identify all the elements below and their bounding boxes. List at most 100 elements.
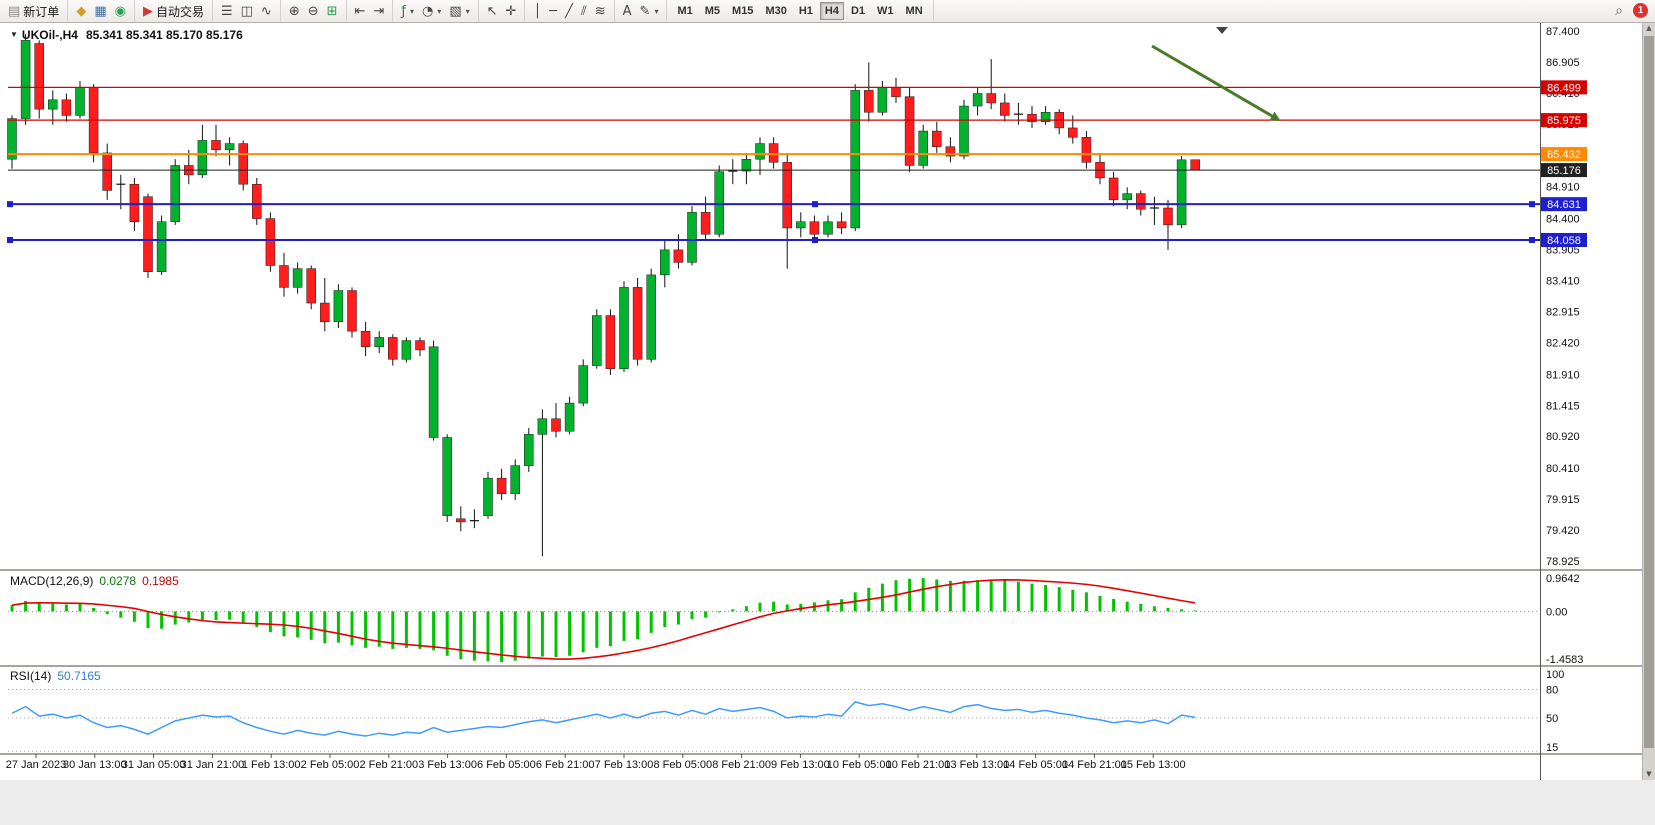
timeframe-button-h4[interactable]: H4 — [819, 2, 844, 20]
chart-shift-button[interactable]: ⇥ — [369, 2, 388, 21]
timeframe-button-m15[interactable]: M15 — [727, 2, 758, 20]
macd-axis-label: -1.4583 — [1546, 654, 1583, 666]
community-button[interactable]: ◉ — [111, 2, 130, 21]
chevron-down-icon: ▾ — [465, 6, 470, 16]
timeframe-button-d1[interactable]: D1 — [846, 2, 870, 20]
cursor-icon: ↖ — [486, 3, 498, 19]
vertical-line-button[interactable]: │ — [529, 2, 545, 21]
tile-windows-button[interactable]: ⊞ — [323, 2, 342, 21]
rsi-indicator-name: RSI(14) — [10, 669, 52, 683]
text-icon: A — [622, 3, 632, 19]
line-handle[interactable] — [812, 236, 818, 243]
price-axis[interactable]: 87.40086.90586.41085.91085.42084.91084.4… — [1541, 26, 1587, 568]
line-handle[interactable] — [7, 201, 13, 208]
time-axis-label: 2 Feb 05:00 — [301, 759, 360, 771]
chart-expander-icon[interactable]: ▼ — [10, 30, 18, 39]
search-icon[interactable]: ⌕ — [1615, 3, 1623, 19]
annotation-arrow[interactable] — [1151, 44, 1281, 122]
timeframe-button-mn[interactable]: MN — [901, 2, 928, 20]
timeframe-button-m1[interactable]: M1 — [672, 2, 697, 20]
tile-windows-icon: ⊞ — [326, 3, 338, 19]
chart-shift-marker[interactable] — [1216, 27, 1228, 34]
candlestick-chart-icon: ◫ — [240, 3, 253, 19]
line-handle[interactable] — [7, 236, 13, 243]
svg-text:84.058: 84.058 — [1547, 235, 1581, 247]
arrows-button[interactable]: ✎ ▾ — [636, 2, 663, 21]
time-axis-label: 14 Feb 05:00 — [1003, 759, 1068, 771]
price-badge-84.631: 84.631 — [1541, 197, 1587, 212]
svg-text:86.499: 86.499 — [1547, 82, 1581, 94]
scrollbar-up-icon[interactable]: ▲ — [1646, 24, 1652, 32]
zoom-in-button[interactable]: ⊕ — [285, 2, 304, 21]
text-button[interactable]: A — [619, 2, 636, 21]
rsi-axis-label: 80 — [1546, 685, 1558, 697]
cursor-button[interactable]: ↖ — [483, 2, 502, 21]
bar-chart-button[interactable]: ☰ — [217, 2, 237, 21]
price-axis-label: 84.400 — [1546, 214, 1580, 226]
indicators-button[interactable]: ƒ ▾ — [397, 2, 418, 21]
periods-button[interactable]: ◔ ▾ — [418, 2, 445, 21]
price-badge-85.176: 85.176 — [1541, 163, 1587, 178]
line-chart-icon: ∿ — [260, 3, 272, 19]
timeframe-button-m5[interactable]: M5 — [700, 2, 725, 20]
toolbar-group-trade: ▤ 新订单 — [0, 0, 69, 22]
autotrading-button[interactable]: ▶ 自动交易 — [139, 2, 208, 21]
arrow-head-icon — [1269, 111, 1281, 122]
scrollbar-down-icon[interactable]: ▼ — [1646, 770, 1652, 778]
price-badge-85.432: 85.432 — [1541, 147, 1587, 162]
time-axis-label: 27 Jan 2023 — [6, 759, 67, 771]
price-axis-label: 78.925 — [1546, 556, 1580, 568]
candlestick-chart-button[interactable]: ◫ — [237, 2, 257, 21]
timeframe-button-h1[interactable]: H1 — [794, 2, 818, 20]
new-order-button-label: 新订单 — [23, 4, 60, 19]
scrollbar-thumb[interactable] — [1644, 36, 1654, 748]
autotrading-button-label: 自动交易 — [155, 4, 204, 19]
templates-button[interactable]: ▧ ▾ — [445, 2, 473, 21]
zoom-out-icon: ⊖ — [307, 3, 319, 19]
time-axis-label: 10 Feb 21:00 — [886, 759, 951, 771]
price-axis-label: 81.910 — [1546, 369, 1580, 381]
auto-scroll-button[interactable]: ⇤ — [351, 2, 370, 21]
zoom-out-button[interactable]: ⊖ — [304, 2, 323, 21]
toolbar-group-zoom: ⊕ ⊖ ⊞ — [281, 0, 347, 22]
time-axis-label: 9 Feb 13:00 — [771, 759, 830, 771]
macd-indicator-name: MACD(12,26,9) — [10, 574, 94, 588]
line-handle[interactable] — [812, 201, 818, 208]
time-axis-label: 30 Jan 13:00 — [63, 759, 127, 771]
trendline-button[interactable]: ╱ — [561, 2, 577, 21]
periods-icon: ◔ — [421, 3, 434, 19]
rsi-panel: 100 80 50 15 — [8, 669, 1564, 754]
fibonacci-button[interactable]: ≋ — [591, 2, 610, 21]
mql5-icon-button[interactable]: ◆ — [72, 2, 90, 21]
vertical-scrollbar[interactable]: ▲ ▼ — [1642, 22, 1655, 780]
time-axis-label: 15 Feb 13:00 — [1121, 759, 1186, 771]
channel-button[interactable]: ⫽ — [577, 2, 591, 21]
price-levels — [7, 86, 1540, 243]
line-handle[interactable] — [1529, 201, 1535, 208]
new-order-button[interactable]: ▤ 新订单 — [4, 2, 63, 21]
price-axis-label: 80.920 — [1546, 431, 1580, 443]
time-axis-label: 2 Feb 21:00 — [359, 759, 418, 771]
notification-badge[interactable]: 1 — [1633, 3, 1648, 18]
toolbar-group-cursor-tools: ↖ ✛ — [479, 0, 526, 22]
horizontal-line-button[interactable]: ─ — [545, 2, 561, 21]
toolbar-group-chart-menus: ƒ ▾ ◔ ▾ ▧ ▾ — [393, 0, 479, 22]
macd-panel: 0.9642 0.00 -1.4583 — [8, 573, 1583, 666]
price-badge-86.499: 86.499 — [1541, 80, 1587, 95]
timeframe-button-m30[interactable]: M30 — [760, 2, 791, 20]
crosshair-button[interactable]: ✛ — [502, 2, 521, 21]
line-handle[interactable] — [1529, 236, 1535, 243]
timeframe-button-w1[interactable]: W1 — [872, 2, 899, 20]
time-axis-label: 8 Feb 21:00 — [712, 759, 771, 771]
price-axis-label: 81.415 — [1546, 400, 1580, 412]
toolbar-group-scroll: ⇤ ⇥ — [347, 0, 394, 22]
time-axis-label: 6 Feb 05:00 — [477, 759, 536, 771]
price-axis-label: 79.915 — [1546, 494, 1580, 506]
svg-text:85.432: 85.432 — [1547, 149, 1581, 161]
line-chart-button[interactable]: ∿ — [257, 2, 276, 21]
chart-background — [0, 22, 1643, 780]
time-axis-label: 13 Feb 13:00 — [944, 759, 1009, 771]
market-watch-button[interactable]: ▦ — [90, 2, 110, 21]
